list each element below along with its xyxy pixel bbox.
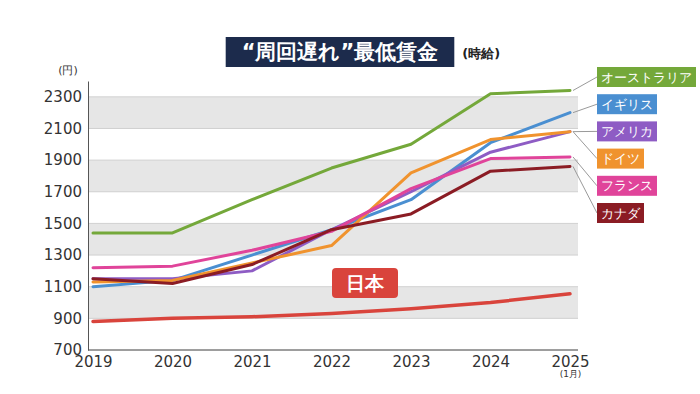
grid-band <box>88 318 578 350</box>
series-label-box <box>332 268 398 298</box>
legend-label: オーストラリア <box>601 70 692 85</box>
tick-label: 900 <box>53 310 82 328</box>
marks <box>93 90 570 321</box>
x-tick: 2021 <box>233 350 271 371</box>
y-tick: 1500 <box>44 215 88 233</box>
tick-label: 2025(1月) <box>551 353 589 379</box>
y-tick: 1100 <box>44 278 88 296</box>
chart-svg: 7009001100130015001700190021002300201920… <box>0 0 700 394</box>
y-tick: 1900 <box>44 151 88 169</box>
tick-label: 1900 <box>44 151 82 169</box>
series-line <box>93 166 570 283</box>
x-tick: 2022 <box>313 350 351 371</box>
series-line <box>93 294 570 322</box>
tick-label: 1700 <box>44 183 82 201</box>
legend-box <box>597 121 657 141</box>
legend-box <box>597 67 696 87</box>
x-axis: 2019 2020 2021 2022 2023 2024 2025(1月) <box>74 350 589 379</box>
y-tick: 1700 <box>44 183 88 201</box>
legend-label: フランス <box>601 178 653 193</box>
grid-line <box>88 96 578 97</box>
x-tick: 2023 <box>392 350 430 371</box>
tick-label: 2300 <box>44 88 82 106</box>
tick-label: 2022 <box>313 353 351 371</box>
y-tick: 1300 <box>44 246 88 264</box>
x-tick: 2025(1月) <box>551 350 589 379</box>
series-label: 日本 <box>346 272 385 294</box>
grid-band <box>88 160 578 192</box>
legend-box <box>597 94 657 114</box>
series-line <box>93 90 570 232</box>
tick-label-part: 2025 <box>551 353 589 371</box>
grid-line <box>88 191 578 192</box>
y-tick: 900 <box>53 310 88 328</box>
tick-label: 2021 <box>233 353 271 371</box>
grid-band <box>88 192 578 224</box>
legend-connector <box>573 166 597 213</box>
series-line <box>93 113 570 287</box>
tick-label: 2100 <box>44 120 82 138</box>
grid-band <box>88 97 578 129</box>
x-tick: 2020 <box>154 350 192 371</box>
legend-connector <box>573 77 597 90</box>
grid-line <box>88 255 578 256</box>
grid-line <box>88 223 578 224</box>
tick-label: 1300 <box>44 246 82 264</box>
tick-label: 2023 <box>392 353 430 371</box>
legend-label: ドイツ <box>601 151 640 166</box>
series-line <box>93 157 570 268</box>
tick-label: 1100 <box>44 278 82 296</box>
series-line <box>93 132 570 279</box>
legend-box <box>597 149 644 169</box>
legend-label: カナダ <box>601 206 641 221</box>
tick-label: 2019 <box>74 353 112 371</box>
grid-line <box>88 160 578 161</box>
legend-label: アメリカ <box>601 124 653 139</box>
grid-band <box>88 128 578 160</box>
axis-line <box>88 82 89 351</box>
legend-box <box>597 176 657 196</box>
series-line <box>93 132 570 282</box>
y-axis: 7009001100130015001700190021002300 <box>44 82 89 360</box>
legend-connector <box>573 131 597 132</box>
legend: オーストラリアイギリスアメリカドイツフランスカナダ <box>573 67 696 223</box>
chart-subtitle: (時給) <box>462 46 500 61</box>
axis-title: (円) <box>58 64 78 77</box>
title-box <box>226 37 455 67</box>
axis-line <box>88 350 578 351</box>
legend-connector <box>573 157 597 186</box>
y-tick: 2300 <box>44 88 88 106</box>
grid-line <box>88 350 578 351</box>
chart-title: “周回遅れ”最低賃金 <box>242 40 439 64</box>
legend-label: イギリス <box>601 97 653 112</box>
legend-connector <box>573 104 597 112</box>
tick-label: 2020 <box>154 353 192 371</box>
y-tick: 2100 <box>44 120 88 138</box>
tick-label: 2024 <box>472 353 510 371</box>
grid <box>88 81 578 350</box>
legend-box <box>597 203 644 223</box>
series-label-group: 日本 <box>332 268 398 298</box>
tick-label-part: (1月) <box>560 369 582 379</box>
grid-line <box>88 128 578 129</box>
legend-connector <box>573 132 597 159</box>
title-group: “周回遅れ”最低賃金 (時給) <box>226 37 501 67</box>
x-tick: 2024 <box>472 350 510 371</box>
tick-label: 1500 <box>44 215 82 233</box>
x-tick: 2019 <box>74 350 112 371</box>
